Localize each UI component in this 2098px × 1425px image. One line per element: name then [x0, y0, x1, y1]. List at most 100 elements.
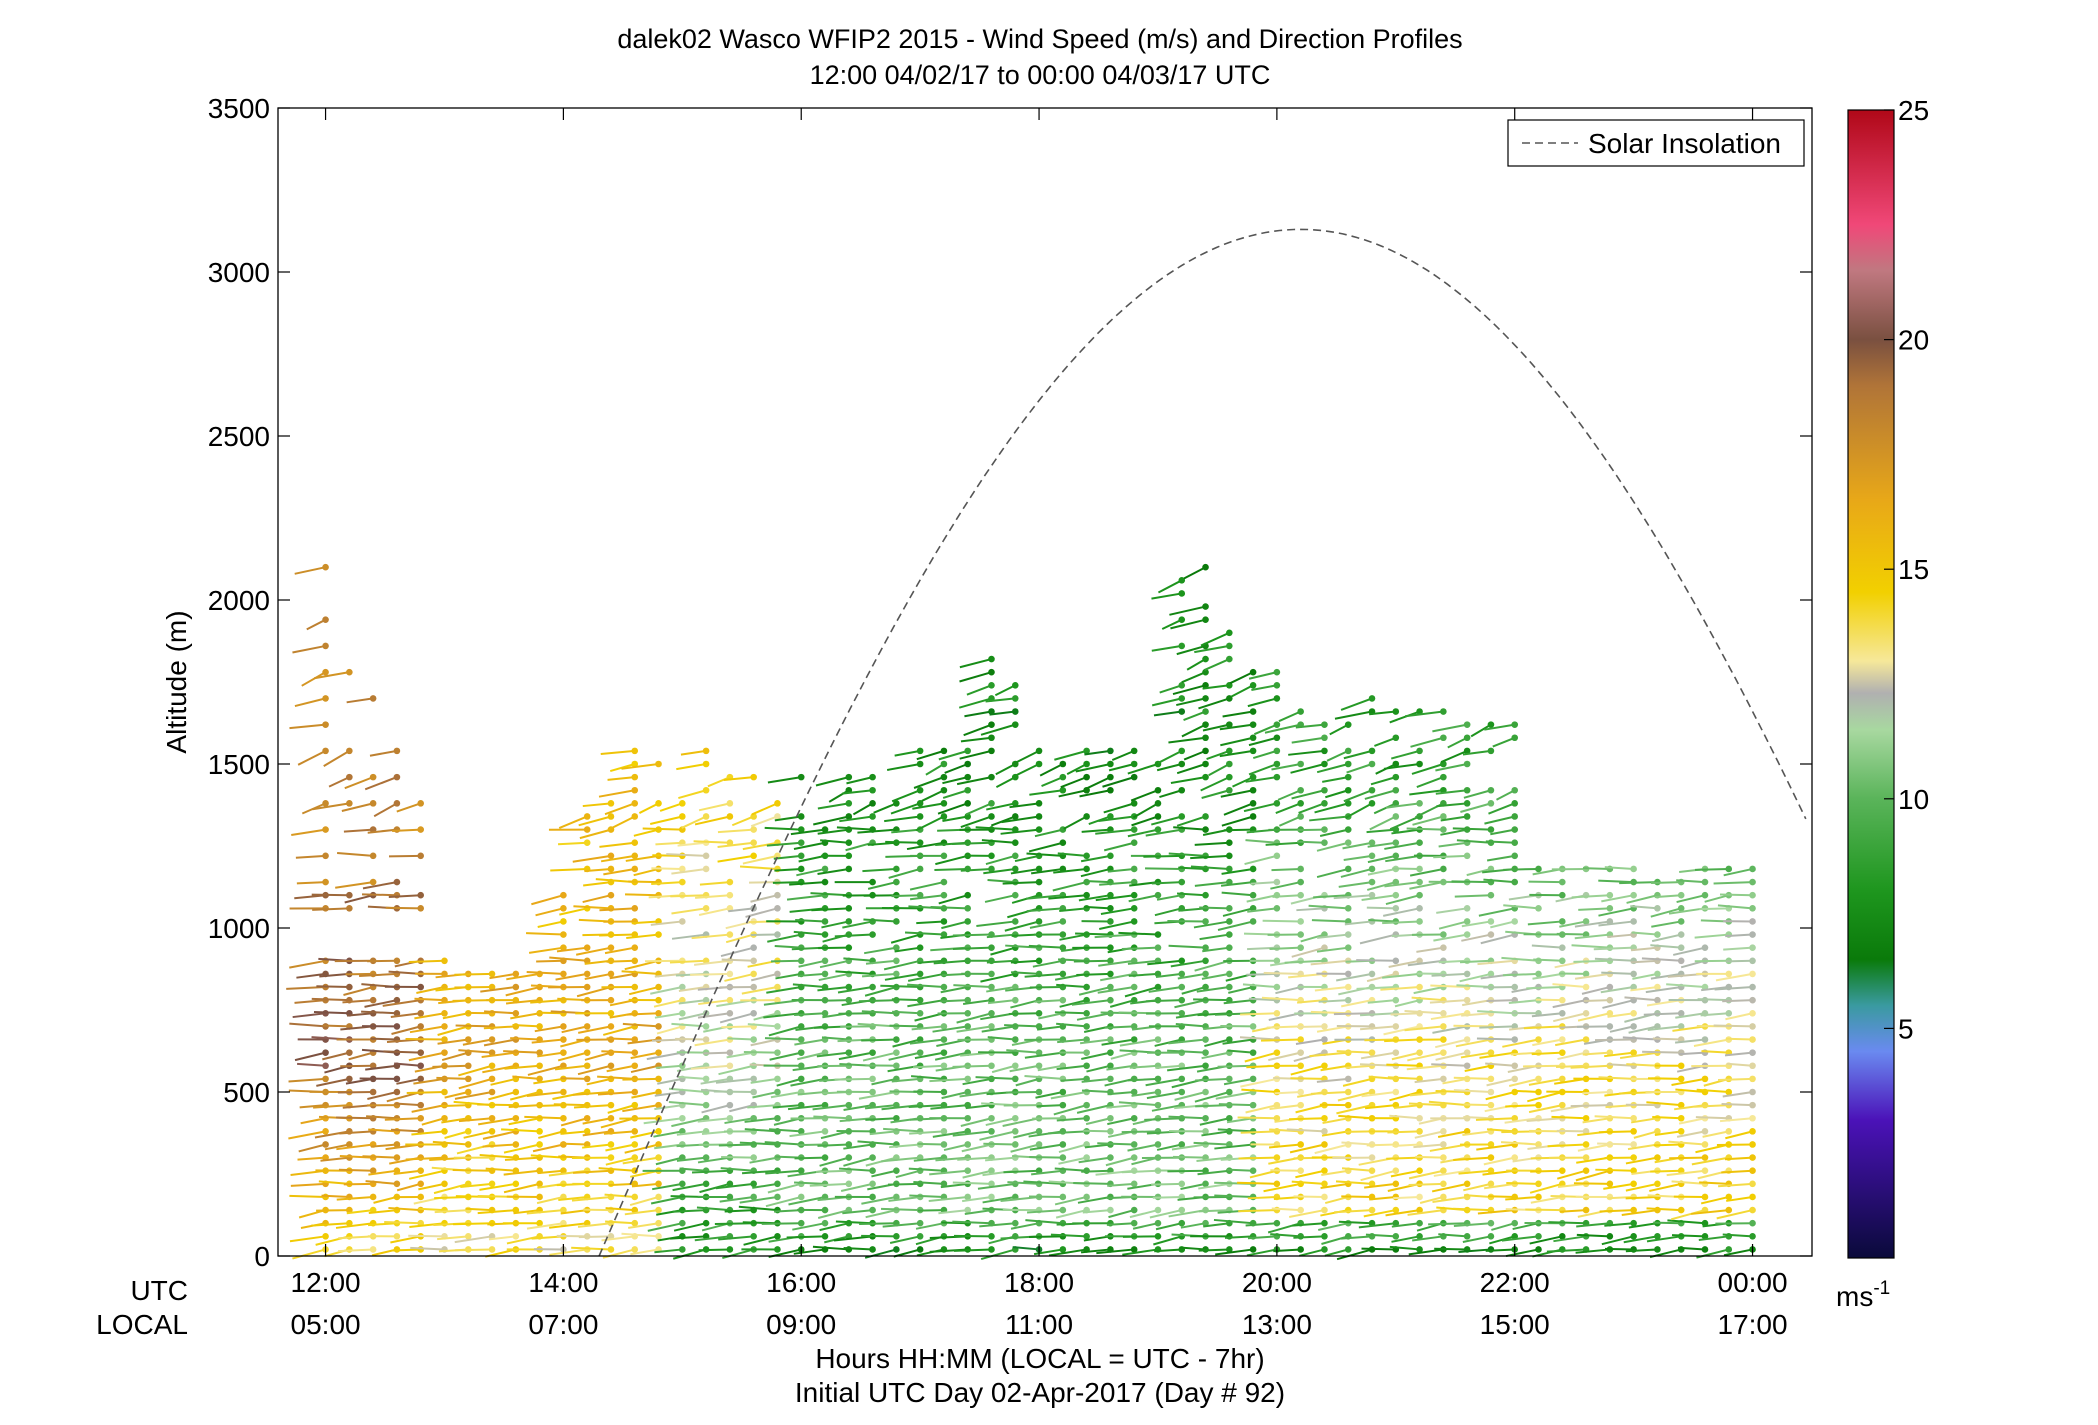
wind-barb-point [1011, 865, 1019, 873]
wind-barb-shaft [382, 999, 421, 1007]
wind-barb-shaft [1190, 854, 1230, 860]
wind-barb-shaft [1173, 826, 1206, 831]
wind-barb-point [1154, 891, 1162, 899]
wind-barb-point [560, 996, 567, 1004]
wind-barb-point [322, 642, 329, 650]
wind-barb-point [893, 970, 900, 978]
wind-barb-shaft [1645, 986, 1682, 994]
wind-barb-point [1321, 760, 1328, 768]
wind-barb-point [1463, 734, 1471, 742]
wind-barb-point [1059, 944, 1067, 951]
wind-barb-point [1344, 1246, 1352, 1253]
wind-barb-shaft [455, 1248, 493, 1252]
wind-barb-shaft [460, 1182, 493, 1188]
wind-barb-point [679, 826, 686, 833]
wind-barb-shaft [812, 1245, 849, 1251]
wind-barb-shaft [695, 894, 730, 899]
wind-barb-point [1059, 773, 1067, 781]
wind-barb-shaft [986, 959, 1016, 964]
wind-barb-point [1440, 826, 1447, 833]
wind-barb-point [1463, 721, 1471, 728]
wind-barb-point [1226, 1036, 1233, 1043]
wind-barb-point [322, 668, 329, 676]
wind-barb-shaft [1313, 894, 1349, 899]
wind-barb-shaft [884, 972, 921, 981]
wind-barb-shaft [1034, 999, 1063, 1003]
wind-barb-shaft [367, 828, 398, 834]
wind-barb-point [916, 865, 924, 873]
wind-barb-shaft [750, 1077, 778, 1084]
wind-barb-point [1416, 1193, 1423, 1201]
wind-barb-point [1392, 957, 1400, 965]
wind-barb-shaft [560, 1209, 588, 1215]
wind-barb-point [1535, 1036, 1542, 1043]
wind-barb-point [393, 800, 401, 807]
wind-barb-shaft [1076, 1012, 1111, 1021]
wind-barb-point [1511, 734, 1519, 742]
wind-barb-shaft [1029, 1155, 1063, 1159]
wind-barb-shaft [414, 1012, 445, 1020]
colorbar-tick-label: 10 [1898, 784, 1929, 815]
wind-barb-shaft [985, 854, 1016, 866]
wind-barb-point [1226, 760, 1233, 768]
wind-barb-shaft [798, 854, 826, 863]
wind-barb-point [536, 1141, 543, 1148]
wind-barb-point [488, 1049, 496, 1056]
wind-barb-shaft [935, 854, 968, 866]
wind-barb-shaft [1122, 1248, 1159, 1256]
wind-barb-point [940, 773, 948, 781]
wind-barb-shaft [959, 749, 992, 760]
wind-barb-point [488, 1075, 496, 1083]
wind-barb-point [1226, 655, 1233, 663]
wind-barb-shaft [1366, 828, 1396, 834]
wind-barb-shaft [1099, 881, 1135, 886]
wind-barb-shaft [1583, 999, 1610, 1003]
wind-barb-point [1463, 931, 1471, 938]
wind-barb-layer [286, 563, 1756, 1261]
wind-barb-shaft [690, 972, 730, 976]
wind-barb-shaft [1691, 1156, 1729, 1166]
wind-barb-shaft [1503, 867, 1539, 871]
wind-barb-point [797, 1049, 805, 1056]
wind-barb-point [1535, 1101, 1542, 1109]
wind-barb-shaft [1240, 1077, 1278, 1088]
wind-barb-point [1392, 891, 1400, 899]
wind-barb-point [1725, 865, 1733, 873]
wind-barb-point [631, 1219, 639, 1227]
wind-barb-shaft [292, 1012, 326, 1019]
wind-barb-shaft [1197, 1169, 1230, 1176]
wind-barb-shaft [1609, 1025, 1634, 1033]
wind-barb-point [845, 773, 853, 781]
wind-barb-point [1178, 695, 1186, 702]
wind-barb-point [393, 1233, 401, 1240]
wind-barb-shaft [1462, 999, 1492, 1007]
wind-barb-shaft [694, 815, 731, 826]
wind-barb-point [1511, 852, 1519, 860]
wind-barb-point [631, 957, 639, 965]
wind-barb-shaft [1105, 1156, 1135, 1167]
wind-barb-shaft [1508, 1077, 1539, 1087]
wind-barb-point [916, 996, 924, 1004]
wind-barb-point [1606, 1049, 1614, 1056]
wind-barb-point [583, 813, 591, 820]
wind-barb-point [1226, 852, 1233, 860]
wind-barb-point [1130, 1088, 1138, 1096]
wind-barb-shaft [1717, 904, 1753, 910]
wind-barb-shaft [1389, 1091, 1420, 1102]
wind-barb-point [1107, 1114, 1114, 1122]
wind-barb-shaft [1722, 999, 1753, 1003]
wind-barb-point [1630, 1023, 1637, 1030]
wind-barb-shaft [477, 1103, 516, 1107]
wind-barb-point [679, 1009, 686, 1017]
wind-barb-shaft [1408, 1182, 1444, 1186]
wind-barb-point [1440, 1009, 1447, 1017]
wind-barb-point [631, 1101, 639, 1109]
wind-barb-point [845, 905, 853, 912]
wind-barb-point [1558, 944, 1566, 951]
wind-barb-shaft [1412, 815, 1444, 826]
wind-barb-shaft [1364, 1182, 1396, 1189]
wind-barb-shaft [1582, 867, 1610, 870]
wind-barb-point [1582, 1141, 1590, 1148]
wind-barb-shaft [560, 1077, 588, 1080]
wind-barb-shaft [1245, 1104, 1278, 1114]
